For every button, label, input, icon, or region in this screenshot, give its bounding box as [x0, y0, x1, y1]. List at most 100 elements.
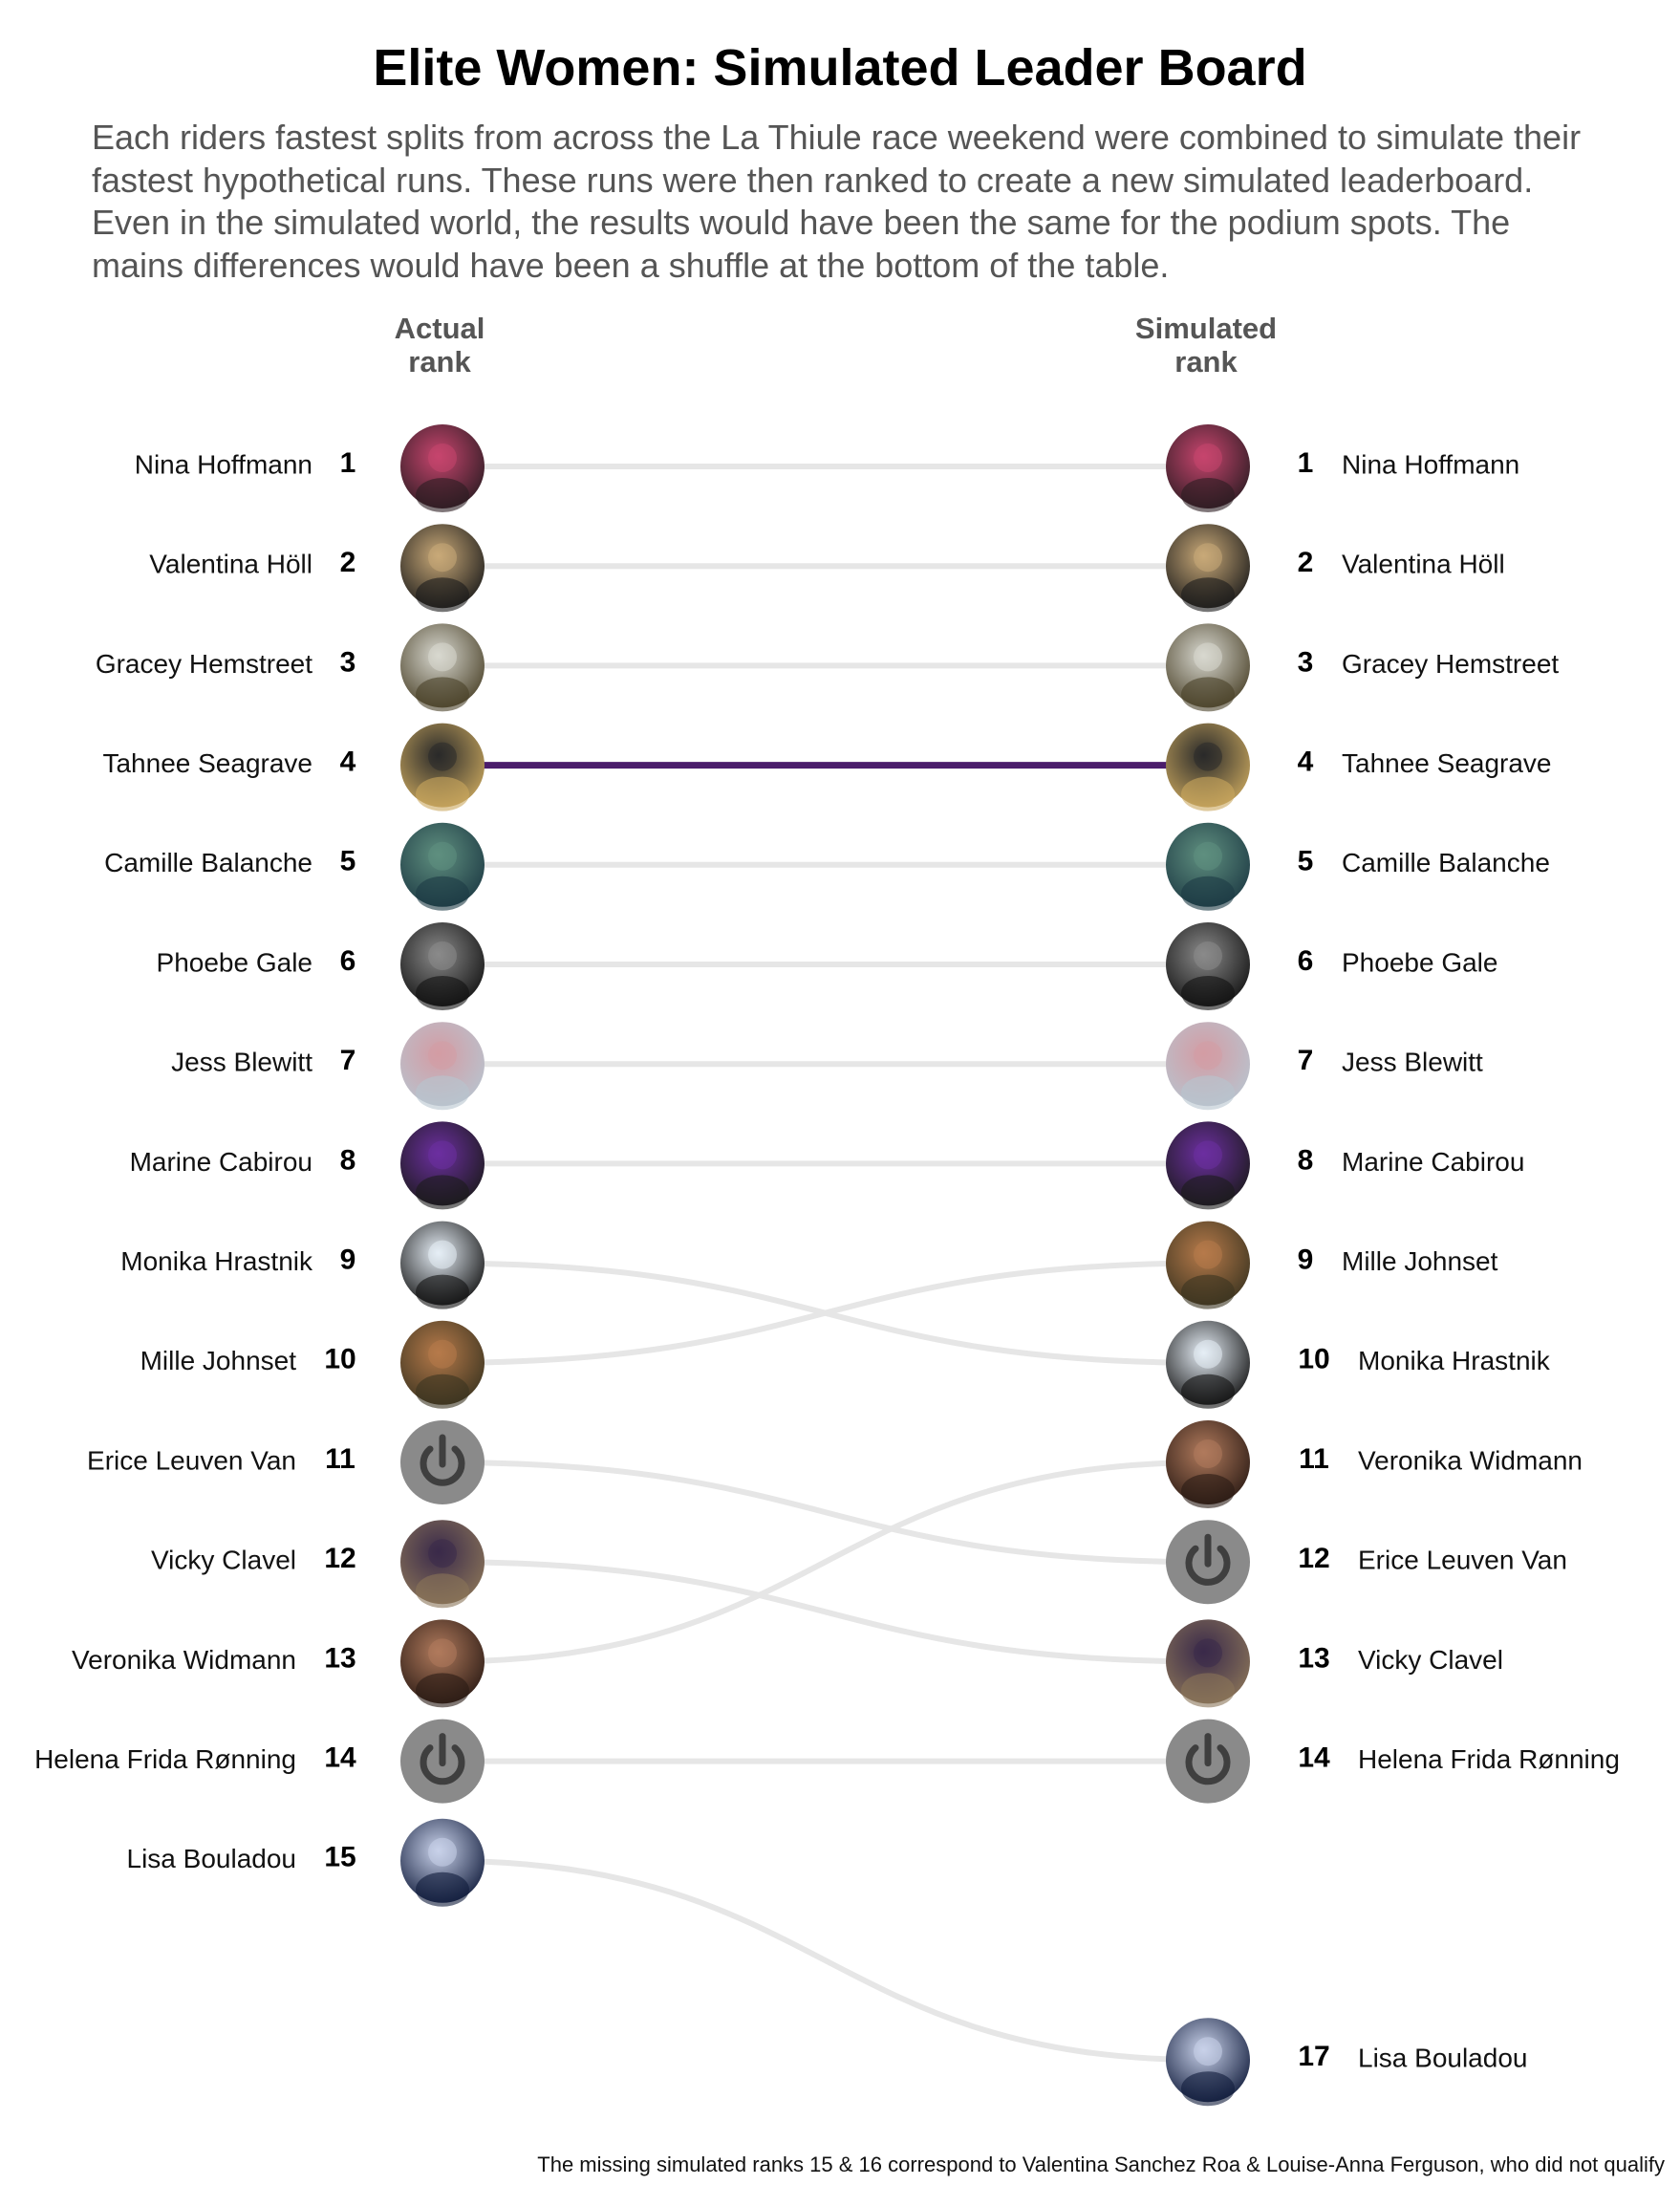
simulated-name-camille-balanche: Camille Balanche	[1342, 848, 1550, 877]
simulated-name-helena-frida-ronning: Helena Frida Rønning	[1358, 1744, 1620, 1774]
actual-rank-helena-frida-ronning: 14	[324, 1742, 356, 1774]
avatar-body-shape	[416, 577, 469, 613]
connector-line-lisa-bouladou	[440, 1857, 1211, 2064]
actual-rank-phoebe-gale: 6	[340, 945, 356, 977]
simulated-avatar-gracey-hemstreet	[1166, 623, 1250, 712]
simulated-avatar-phoebe-gale	[1166, 922, 1250, 1010]
simulated-name-marine-cabirou: Marine Cabirou	[1342, 1147, 1524, 1177]
avatar-head-shape	[1194, 543, 1222, 573]
connector-line-erice-leuven-van	[440, 1460, 1211, 1566]
avatar-head-shape	[428, 941, 457, 970]
actual-rank-marine-cabirou: 8	[340, 1144, 356, 1176]
avatar-head-shape	[428, 742, 457, 771]
avatar-body-shape	[1181, 1374, 1235, 1409]
avatar-head-shape	[428, 1638, 457, 1668]
power-icon	[1185, 1733, 1231, 1785]
actual-avatar-helena-frida-ronning	[400, 1719, 485, 1804]
chart-subtitle: Each riders fastest splits from across t…	[92, 118, 1582, 285]
actual-rank-gracey-hemstreet: 3	[340, 646, 356, 678]
simulated-name-phoebe-gale: Phoebe Gale	[1342, 947, 1497, 977]
avatar-head-shape	[1194, 443, 1222, 472]
avatar-body-shape	[416, 776, 469, 811]
simulated-avatar-camille-balanche	[1166, 822, 1250, 911]
avatar-body-shape	[416, 876, 469, 911]
simulated-name-lisa-bouladou: Lisa Bouladou	[1358, 2044, 1527, 2073]
avatar-body-shape	[1181, 1274, 1235, 1309]
avatar-head-shape	[428, 642, 457, 672]
simulated-avatar-lisa-bouladou	[1166, 2018, 1250, 2107]
avatar-body-shape	[1181, 1075, 1235, 1111]
avatar-body-shape	[416, 1871, 469, 1907]
simulated-rank-tahnee-seagrave: 4	[1298, 746, 1314, 778]
avatar-body-shape	[416, 976, 469, 1010]
simulated-name-vicky-clavel: Vicky Clavel	[1358, 1645, 1503, 1675]
actual-rank-tahnee-seagrave: 4	[340, 746, 356, 778]
actual-name-marine-cabirou: Marine Cabirou	[130, 1147, 312, 1177]
actual-rank-erice-leuven-van: 11	[325, 1443, 355, 1475]
simulated-rank-helena-frida-ronning: 14	[1298, 1742, 1330, 1774]
actual-rank-veronika-widmann: 13	[324, 1642, 355, 1674]
connector-lines	[439, 463, 1212, 2064]
actual-name-monika-hrastnik: Monika Hrastnik	[120, 1246, 313, 1276]
simulated-avatar-veronika-widmann	[1166, 1420, 1250, 1508]
actual-avatar-mille-johnset	[400, 1320, 485, 1409]
actual-name-phoebe-gale: Phoebe Gale	[157, 947, 312, 977]
avatar-head-shape	[428, 543, 457, 573]
avatar-head-shape	[428, 443, 457, 472]
actual-rank-camille-balanche: 5	[340, 846, 356, 877]
connector-line-vicky-clavel	[440, 1559, 1211, 1665]
actual-avatar-jess-blewitt	[400, 1022, 485, 1111]
simulated-rank-header: Simulated rank	[1082, 312, 1330, 379]
actual-name-tahnee-seagrave: Tahnee Seagrave	[102, 748, 312, 778]
simulated-avatar-monika-hrastnik	[1166, 1320, 1250, 1409]
actual-rank-jess-blewitt: 7	[340, 1045, 356, 1076]
avatar-body-shape	[1181, 2071, 1235, 2107]
simulated-avatar-valentina-holl	[1166, 524, 1250, 613]
avatar-body-shape	[1181, 478, 1235, 512]
actual-rank-lisa-bouladou: 15	[324, 1842, 355, 1873]
avatar-head-shape	[428, 1837, 457, 1867]
avatar-head-shape	[1194, 941, 1222, 970]
simulated-name-erice-leuven-van: Erice Leuven Van	[1358, 1546, 1567, 1575]
avatar-head-shape	[1194, 1439, 1222, 1468]
avatar-body-shape	[1181, 876, 1235, 911]
avatar-head-shape	[428, 1240, 457, 1269]
simulated-rank-nina-hoffmann: 1	[1298, 447, 1314, 479]
simulated-name-veronika-widmann: Veronika Widmann	[1358, 1445, 1583, 1475]
avatar-body-shape	[416, 1374, 469, 1409]
simulated-name-nina-hoffmann: Nina Hoffmann	[1342, 449, 1519, 479]
simulated-rank-mille-johnset: 9	[1298, 1244, 1314, 1276]
simulated-avatar-mille-johnset	[1166, 1221, 1250, 1309]
simulated-avatar-vicky-clavel	[1166, 1619, 1250, 1708]
simulated-avatar-jess-blewitt	[1166, 1022, 1250, 1111]
actual-name-helena-frida-ronning: Helena Frida Rønning	[34, 1744, 296, 1774]
actual-rank-header-text: Actual rank	[394, 312, 485, 379]
avatar-head-shape	[428, 841, 457, 871]
avatar-head-shape	[428, 1140, 457, 1170]
simulated-rank-marine-cabirou: 8	[1298, 1144, 1314, 1176]
actual-name-gracey-hemstreet: Gracey Hemstreet	[96, 649, 312, 679]
actual-name-vicky-clavel: Vicky Clavel	[151, 1546, 296, 1575]
actual-name-erice-leuven-van: Erice Leuven Van	[87, 1445, 296, 1475]
simulated-avatar-nina-hoffmann	[1166, 424, 1250, 512]
avatar-head-shape	[1194, 841, 1222, 871]
chart-title: Elite Women: Simulated Leader Board	[373, 39, 1307, 97]
avatar-body-shape	[416, 1075, 469, 1111]
actual-avatar-valentina-holl	[400, 524, 485, 613]
avatar-head-shape	[428, 1539, 457, 1568]
avatar-body-shape	[1181, 1474, 1235, 1508]
power-icon	[420, 1733, 465, 1785]
avatar-head-shape	[1194, 1140, 1222, 1170]
simulated-avatar-tahnee-seagrave	[1166, 723, 1250, 811]
simulated-name-monika-hrastnik: Monika Hrastnik	[1358, 1346, 1551, 1375]
simulated-rank-header-text: Simulated rank	[1134, 312, 1278, 379]
avatar-body-shape	[416, 1573, 469, 1609]
avatar-body-shape	[416, 1175, 469, 1210]
avatar-head-shape	[1194, 1638, 1222, 1668]
actual-name-mille-johnset: Mille Johnset	[140, 1346, 297, 1375]
footnote: The missing simulated ranks 15 & 16 corr…	[537, 2153, 1665, 2176]
actual-avatar-veronika-widmann	[400, 1619, 485, 1708]
actual-avatar-camille-balanche	[400, 822, 485, 911]
actual-name-jess-blewitt: Jess Blewitt	[171, 1048, 312, 1077]
